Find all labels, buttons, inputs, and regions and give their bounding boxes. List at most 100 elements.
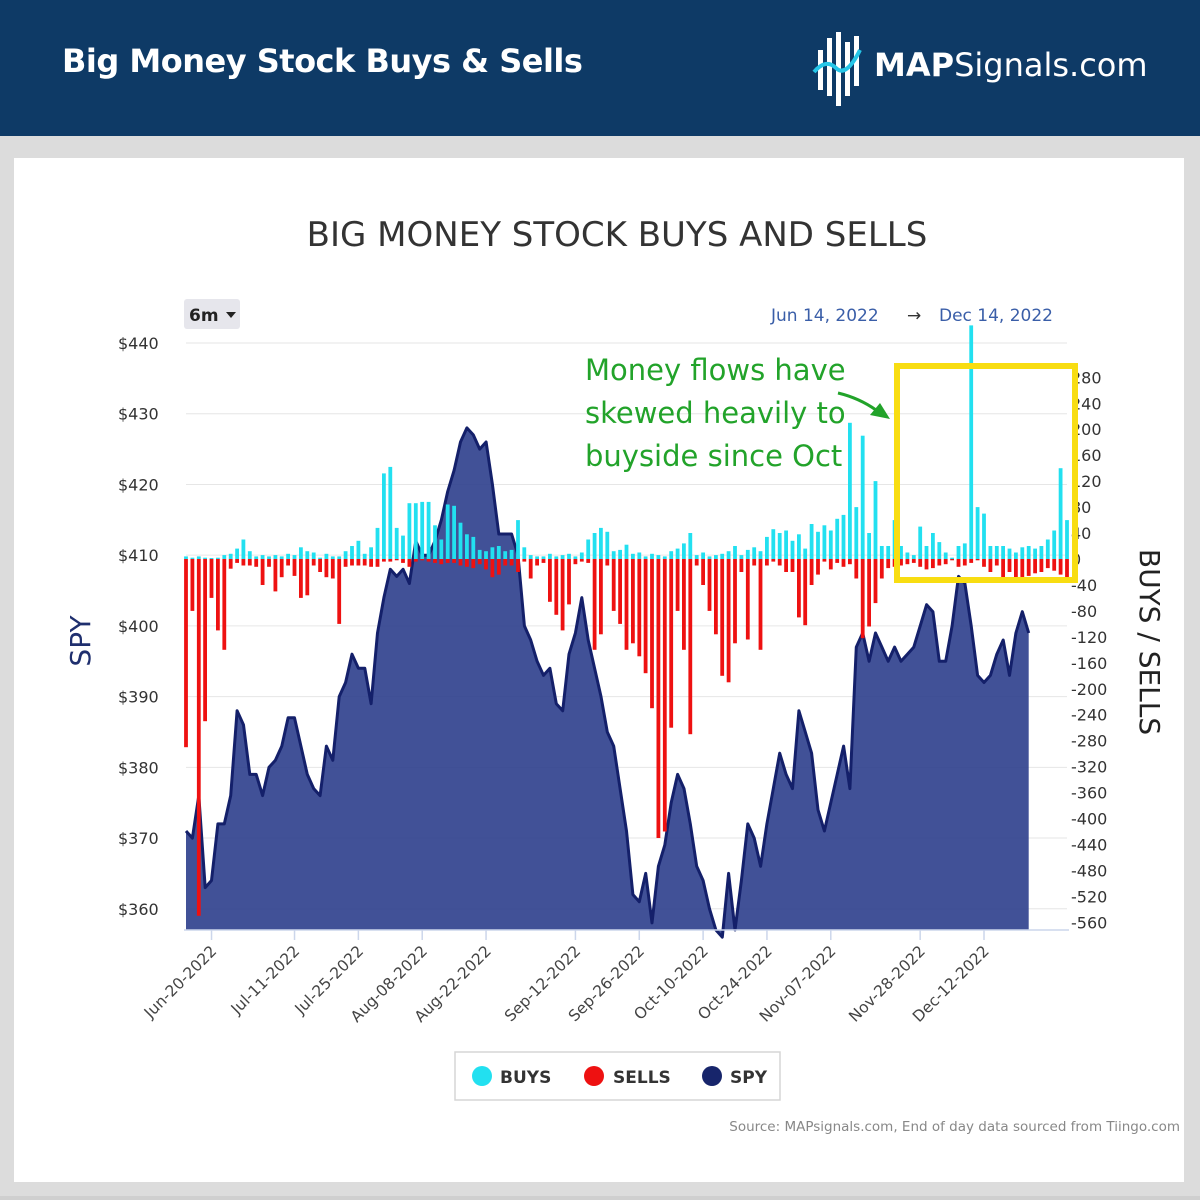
sells-bar: [701, 559, 705, 585]
date-from[interactable]: Jun 14, 2022: [770, 306, 879, 326]
buys-bar: [433, 525, 437, 559]
buys-bar: [541, 556, 546, 559]
buys-bar: [867, 533, 871, 559]
sells-bar: [503, 559, 508, 566]
sells-bar: [318, 559, 322, 572]
buys-bar: [452, 505, 456, 559]
buys-bar: [203, 557, 207, 559]
buys-bar: [471, 536, 476, 559]
sells-bar: [631, 559, 635, 644]
sells-bar: [299, 559, 303, 598]
buys-bar: [745, 549, 750, 559]
buys-bar: [311, 552, 316, 559]
sells-bar: [337, 559, 342, 624]
annotation: Money flows have skewed heavily to buysi…: [585, 353, 1078, 583]
bottom-strip: [0, 1196, 1200, 1200]
sells-bar: [382, 559, 386, 562]
buys-bar: [701, 552, 705, 559]
sells-bar: [848, 559, 852, 565]
chart-card: BIG MONEY STOCK BUYS AND SELLS 6m Jun 14…: [14, 158, 1184, 1182]
range-selector[interactable]: 6m: [184, 299, 240, 329]
sells-bar: [241, 559, 246, 566]
sells-bar: [394, 559, 399, 561]
sells-bar: [522, 559, 527, 562]
buys-bar: [765, 536, 769, 559]
sells-bar: [388, 559, 393, 562]
left-tick-label: $380: [118, 758, 159, 777]
left-axis-ticks: $440 $430 $420 $410 $400 $390 $380 $370 $360: [118, 334, 159, 919]
right-tick-label: -360: [1071, 784, 1107, 803]
buys-bar: [209, 558, 214, 559]
date-arrow: →: [907, 306, 921, 326]
sells-bar: [931, 559, 935, 569]
sells-bar: [235, 559, 239, 563]
sells-bar: [650, 559, 654, 709]
buys-bar: [752, 547, 757, 559]
buys-bar: [669, 551, 674, 559]
sells-bar: [413, 559, 418, 562]
buys-bar: [228, 553, 233, 559]
buys-bar: [1039, 546, 1044, 559]
sells-bar: [943, 559, 948, 565]
sells-bar: [324, 559, 329, 578]
sells-bar: [918, 559, 923, 567]
buys-bar: [650, 553, 654, 559]
buys-bar: [401, 535, 405, 559]
sells-bar: [854, 559, 859, 579]
buys-bar: [618, 549, 622, 559]
legend-item-buys[interactable]: BUYS: [472, 1066, 551, 1088]
buys-bar: [631, 553, 635, 559]
buys-bar: [611, 551, 616, 559]
buys-bar: [835, 518, 840, 559]
sells-bar: [516, 559, 520, 572]
buys-bar: [1052, 530, 1057, 559]
right-tick-label: 240: [1071, 394, 1102, 413]
sells-bar: [279, 559, 284, 578]
legend-item-sells[interactable]: SELLS: [584, 1066, 671, 1088]
left-tick-label: $420: [118, 475, 159, 494]
source-note: Source: MAPsignals.com, End of day data …: [729, 1119, 1180, 1135]
right-tick-label: -200: [1071, 680, 1107, 699]
sells-bar: [618, 559, 622, 624]
buys-bar: [567, 553, 571, 559]
sells-bar: [765, 559, 769, 566]
buys-bar: [879, 546, 884, 559]
sells-bar: [899, 559, 903, 566]
buys-bar: [637, 552, 642, 559]
buys-bar: [394, 527, 399, 559]
left-tick-label: $370: [118, 829, 159, 848]
legend-item-spy[interactable]: SPY: [702, 1066, 768, 1088]
sells-bar: [682, 559, 686, 650]
sells-bar: [1045, 559, 1050, 569]
chart-title: BIG MONEY STOCK BUYS AND SELLS: [307, 215, 928, 255]
buys-bar: [733, 546, 737, 559]
sells-bar: [969, 559, 974, 563]
sells-bar: [771, 559, 776, 562]
buys-bar: [222, 555, 227, 559]
sells-bar: [458, 559, 463, 566]
buys-bar: [413, 503, 418, 559]
sells-bar: [273, 559, 278, 592]
sells-bar: [1039, 559, 1044, 572]
buys-bar: [522, 547, 527, 559]
buys-bar: [330, 556, 335, 559]
buys-bar: [465, 534, 469, 559]
legend: BUYS SELLS SPY: [454, 1051, 781, 1101]
range-button-label: 6m: [189, 306, 219, 326]
buys-bar: [982, 513, 986, 559]
sells-bar: [452, 559, 456, 563]
buys-bar: [420, 501, 425, 559]
sells-bar: [714, 559, 718, 635]
sells-bar: [867, 559, 871, 627]
sells-bar: [643, 559, 648, 674]
buys-bar: [918, 526, 923, 559]
buys-bar: [592, 533, 597, 559]
date-to[interactable]: Dec 14, 2022: [939, 306, 1053, 326]
buys-bar: [273, 555, 278, 559]
buys-bar: [950, 557, 954, 559]
buys-bar: [362, 553, 367, 559]
buys-bar: [797, 534, 801, 559]
sells-bar: [739, 559, 744, 572]
buys-bar: [573, 556, 578, 559]
sells-bar: [988, 559, 993, 572]
